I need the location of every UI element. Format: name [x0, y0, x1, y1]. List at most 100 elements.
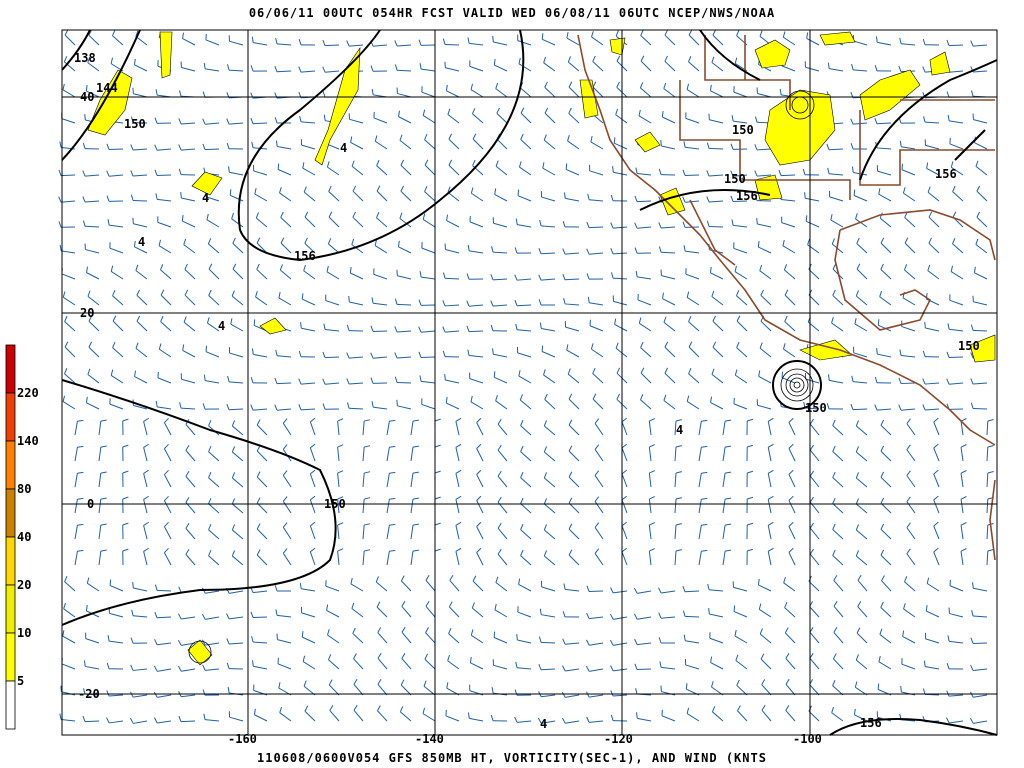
wind-barb [232, 263, 244, 280]
wind-barb [832, 419, 844, 436]
wind-barb [544, 393, 556, 410]
wind-barb [362, 523, 371, 540]
contour-label: 144 [96, 81, 118, 95]
wind-barb [782, 343, 796, 358]
wind-barb [282, 444, 292, 462]
wind-barb [82, 715, 100, 723]
wind-barb [661, 709, 676, 722]
wind-barb [517, 606, 532, 618]
wind-barb [278, 682, 292, 696]
wind-barb [497, 496, 508, 514]
wind-barb [832, 653, 844, 670]
wind-barb [208, 550, 220, 566]
wind-barb [231, 446, 244, 462]
wind-barb [664, 29, 676, 46]
wind-barb [520, 549, 532, 566]
wind-barb [585, 665, 604, 672]
wind-barb [706, 220, 724, 228]
wind-barb [82, 170, 100, 177]
wind-barb [658, 168, 676, 176]
wind-barb [853, 346, 868, 358]
wind-barb [455, 521, 462, 540]
wind-barb [122, 444, 129, 462]
wind-barb [658, 587, 676, 594]
wind-barb [851, 375, 868, 384]
wind-barb [658, 612, 676, 619]
wind-barb [86, 266, 100, 280]
wind-barb [960, 496, 967, 514]
legend-labels: 220 140 80 40 20 10 5 [17, 386, 39, 688]
wind-barb [394, 64, 412, 72]
wind-barbs [58, 29, 994, 724]
wind-barb [328, 185, 340, 202]
wind-barb [784, 601, 796, 618]
wind-barb [205, 345, 220, 358]
wind-barb [132, 87, 148, 98]
wind-barb [648, 522, 655, 540]
wind-barb [857, 574, 868, 592]
wind-barb [352, 627, 364, 644]
wind-barb [518, 578, 532, 592]
wind-barb [470, 395, 484, 410]
wind-barb [833, 627, 844, 644]
wind-barb [949, 137, 964, 150]
wind-barb [563, 583, 580, 592]
wind-barb [82, 142, 100, 150]
wind-barb [686, 83, 700, 98]
wind-barb [634, 222, 652, 229]
wind-barb [376, 601, 388, 618]
wind-barb [133, 58, 148, 72]
wind-barb [282, 522, 292, 540]
wind-barb [278, 292, 292, 306]
wind-barb [674, 497, 682, 514]
wind-barb [228, 166, 244, 176]
wind-barb [952, 185, 964, 202]
wind-barb [986, 445, 994, 462]
wind-barb [947, 114, 964, 124]
wind-barb [563, 192, 580, 202]
wind-barb [970, 664, 988, 672]
wind-barb [112, 30, 124, 46]
wind-barb [467, 349, 484, 358]
wind-barb [831, 706, 844, 722]
vorticity-label: 4 [138, 235, 145, 249]
wind-barb [698, 523, 708, 540]
wind-barb [400, 575, 412, 592]
legend-swatch [5, 488, 16, 538]
wind-barb [949, 579, 964, 592]
wind-barb [855, 498, 868, 514]
wind-barb [615, 108, 628, 124]
wind-barb [207, 238, 220, 254]
wind-barb [850, 118, 868, 125]
wind-barb [182, 344, 196, 358]
wind-barb [206, 213, 220, 228]
wind-barb [445, 84, 460, 98]
wind-barb [674, 419, 682, 436]
wind-barb [397, 240, 412, 254]
wind-barb [640, 367, 652, 384]
wind-barb [658, 637, 676, 644]
wind-barb [399, 706, 412, 722]
wind-barb [902, 187, 916, 202]
wind-barb [256, 549, 268, 566]
contour-label: 150 [724, 172, 746, 186]
wind-barb [876, 348, 892, 358]
wind-barb [122, 522, 129, 540]
wind-barb [855, 213, 868, 228]
wind-barb [710, 396, 724, 410]
wind-barb [180, 373, 196, 384]
wind-barb [562, 274, 580, 281]
wind-barb [686, 291, 700, 306]
wind-barb [735, 654, 748, 670]
wind-barb [901, 163, 916, 176]
wind-barb [972, 582, 988, 592]
wind-barb [352, 185, 364, 202]
contour-label: 156 [736, 189, 758, 203]
wind-barb [107, 635, 124, 644]
wind-barb [226, 613, 244, 620]
wind-barb [879, 628, 892, 644]
wind-barb [346, 352, 364, 359]
legend-swatch [5, 680, 16, 730]
wind-barb [82, 220, 100, 228]
wind-barb [515, 661, 532, 670]
